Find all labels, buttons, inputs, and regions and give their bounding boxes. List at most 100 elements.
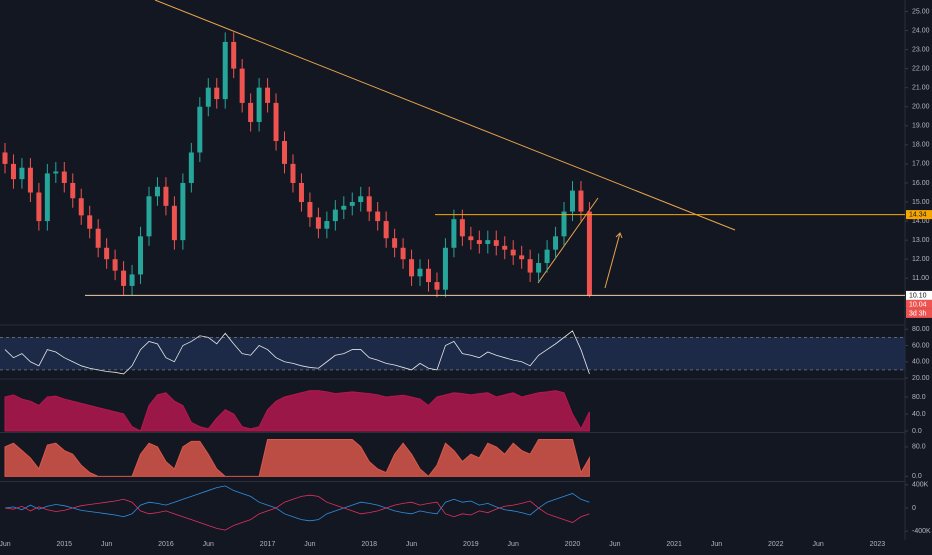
price-label: 14.34 [909,211,927,218]
candle-body [146,196,152,237]
y-tick-label: 80.0 [912,444,926,451]
candle-body [10,163,16,180]
candle-body [578,190,584,212]
candle-body [442,247,448,290]
line [4,330,590,375]
candle-body [434,282,440,290]
candle-body [544,249,550,264]
candle-body [383,221,389,239]
line [4,485,590,522]
price-label: 10.04 [909,301,927,308]
area [4,390,590,432]
candle-body [231,41,237,69]
x-tick-label: Jun [0,541,11,548]
y-tick-label: 22.00 [912,65,930,72]
candle-body [70,182,76,199]
y-tick-label: 21.00 [912,85,930,92]
trend-line [154,0,736,231]
candle-body [349,202,355,206]
x-tick-label: 2015 [57,541,73,548]
x-tick-label: 2016 [158,541,174,548]
y-tick-label: 0 [912,505,916,512]
y-tick-label: 13.00 [912,237,930,244]
candle-body [282,141,288,164]
x-tick-label: Jun [812,541,823,548]
x-tick-label: Jun [203,541,214,548]
candle-body [493,240,499,246]
candle-body [298,182,304,203]
x-tick-label: Jun [406,541,417,548]
candle-body [273,102,279,142]
y-tick-label: 400K [912,482,929,489]
area [4,439,590,478]
candle-body [154,186,160,197]
price-label-box [906,299,932,309]
candle-body [87,215,93,229]
candle-body [426,268,431,283]
candle-body [61,171,67,183]
candle-body [265,87,271,103]
countdown-label: 3d 3h [909,310,927,317]
candle-body [95,228,101,248]
y-tick-label: 18.00 [912,142,930,149]
candle-body [561,211,567,237]
candle-body [366,196,372,212]
candle-body [27,167,33,193]
arrow [604,232,621,289]
x-tick-label: Jun [304,541,315,548]
candle-body [485,240,491,244]
candle-body [248,102,254,122]
candle-body [502,245,508,250]
candles [2,32,592,298]
candle-body [129,274,135,286]
candle-body [53,171,59,174]
candle-body [417,268,423,277]
candle-body [553,236,559,250]
countdown-box [906,308,932,318]
x-tick-label: Jun [508,541,519,548]
x-tick-label: 2018 [361,541,377,548]
x-tick-label: 2020 [565,541,581,548]
candle-body [222,41,228,100]
y-tick-label: 0.0 [912,428,922,435]
x-tick-label: 2022 [768,541,784,548]
arrow-head [615,232,623,239]
candle-body [536,263,542,273]
y-tick-label: 14.00 [912,218,930,225]
y-tick-label: 25.00 [912,8,930,15]
y-tick-label: 11.00 [912,275,929,282]
candle-body [205,87,211,107]
x-tick-label: 2021 [666,541,682,548]
candle-body [451,219,457,248]
candle-body [2,152,8,164]
candle-body [104,247,110,260]
candle-body [307,202,313,218]
candle-body [36,192,42,222]
candle-body [315,217,321,229]
candle-body [19,167,25,180]
x-tick-label: Jun [101,541,112,548]
candle-body [375,211,381,222]
candle-body [358,196,364,203]
candle-body [121,270,127,286]
y-tick-label: 80.00 [912,326,930,333]
price-label-box [906,290,932,300]
candle-body [188,152,194,183]
x-tick-label: 2019 [463,541,479,548]
candle-body [324,221,330,229]
candle-body [459,219,465,237]
x-tick-label: Jun [609,541,620,548]
pane-separators [0,0,906,540]
candle-body [138,236,144,275]
candle-body [519,255,525,260]
y-tick-label: 24.00 [912,27,930,34]
candle-body [290,163,296,183]
candle-body [527,259,533,273]
line [4,494,590,531]
y-tick-label: 0.0 [912,473,922,480]
y-tick-label: 20.00 [912,375,930,382]
y-tick-label: 80.0 [912,394,926,401]
y-tick-label: 20.00 [912,104,930,111]
price-label: 10.10 [909,292,927,299]
rsi-band [0,337,905,370]
